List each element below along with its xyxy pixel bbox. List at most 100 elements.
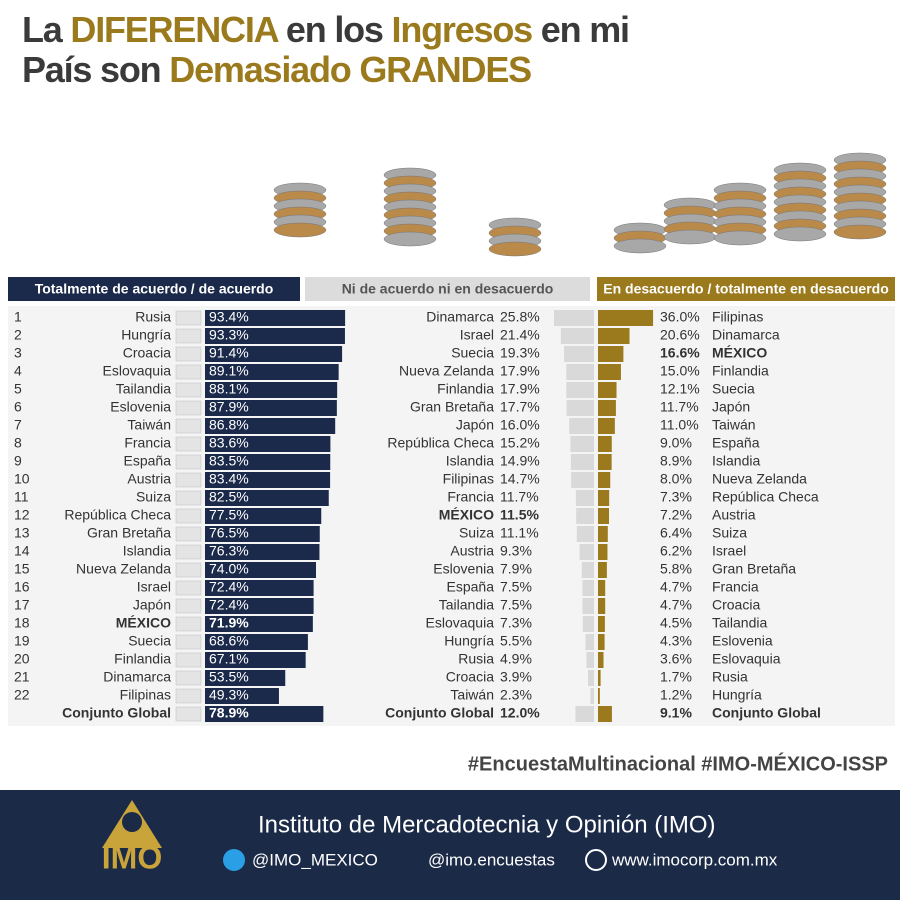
value-label: 9.0% [660, 435, 692, 451]
flag [175, 418, 202, 434]
value-label: 8.0% [660, 471, 692, 487]
country: Hungría [121, 327, 171, 343]
country: Eslovaquia [426, 615, 495, 631]
country: Croacia [446, 669, 494, 685]
country: Israel [712, 543, 746, 559]
country: República Checa [387, 435, 494, 451]
country: Eslovaquia [712, 651, 781, 667]
coin [663, 229, 717, 245]
bar [598, 544, 608, 560]
country: Suiza [459, 525, 494, 541]
flag [175, 310, 202, 326]
column-header [597, 277, 895, 301]
value-label: 72.4% [209, 579, 249, 595]
country: Nueva Zelanda [399, 363, 494, 379]
value-label: 9.3% [500, 543, 532, 559]
instagram-handle: @imo.encuestas [428, 850, 555, 869]
country: Austria [450, 543, 494, 559]
bar [205, 418, 336, 434]
bar [598, 418, 615, 434]
value-label: 82.5% [209, 489, 249, 505]
country: Austria [712, 507, 756, 523]
bar [582, 580, 594, 596]
country: Gran Bretaña [712, 561, 796, 577]
rank: 15 [14, 561, 30, 577]
bar [205, 310, 346, 326]
bar [570, 454, 594, 470]
value-label: 76.5% [209, 525, 249, 541]
flag [175, 562, 202, 578]
rank: 8 [14, 435, 22, 451]
value-label: 6.4% [660, 525, 692, 541]
bar [205, 436, 331, 452]
bar [205, 670, 286, 686]
country: Croacia [123, 345, 171, 361]
value-label: 83.6% [209, 435, 249, 451]
bar [205, 508, 322, 524]
value-label: 89.1% [209, 363, 249, 379]
bar [598, 634, 605, 650]
title-line: La DIFERENCIA en los Ingresos en mi [22, 9, 629, 50]
flag [175, 436, 202, 452]
country: Tailandia [712, 615, 767, 631]
title-part: DIFERENCIA [70, 9, 279, 50]
rank: 5 [14, 381, 22, 397]
country: Eslovenia [712, 633, 773, 649]
bar [598, 310, 654, 326]
flag [175, 598, 202, 614]
bar [205, 526, 320, 542]
country: Conjunto Global [712, 705, 821, 721]
bar [566, 382, 594, 398]
bar [579, 544, 594, 560]
value-label: 4.7% [660, 579, 692, 595]
bar [566, 400, 594, 416]
value-label: 11.5% [500, 507, 539, 523]
value-label: 11.7% [660, 399, 699, 415]
country: Gran Bretaña [410, 399, 494, 415]
flag [175, 670, 202, 686]
rank: 16 [14, 579, 30, 595]
value-label: 15.0% [660, 363, 700, 379]
value-label: 11.1% [500, 525, 539, 541]
value-label: 1.2% [660, 687, 692, 703]
coin [383, 231, 437, 247]
flag [175, 364, 202, 380]
column-title: Totalmente de acuerdo / de acuerdo [35, 281, 274, 297]
country: España [447, 579, 495, 595]
bar [586, 652, 594, 668]
bar [205, 454, 331, 470]
value-label: 8.9% [660, 453, 692, 469]
rank: 6 [14, 399, 22, 415]
value-label: 1.7% [660, 669, 692, 685]
country: Eslovenia [433, 561, 494, 577]
bar [598, 328, 630, 344]
value-label: 72.4% [209, 597, 249, 613]
bar [598, 562, 607, 578]
value-label: 91.4% [209, 345, 249, 361]
value-label: 19.3% [500, 345, 540, 361]
title-part: en los [277, 9, 391, 50]
coin [713, 230, 767, 246]
org-name: Instituto de Mercadotecnia y Opinión (IM… [258, 811, 716, 838]
country: Filipinas [120, 687, 171, 703]
bar [205, 328, 345, 344]
bar [576, 526, 594, 542]
value-label: 7.2% [660, 507, 692, 523]
value-label: 25.8% [500, 309, 540, 325]
value-label: 15.2% [500, 435, 540, 451]
flag [175, 580, 202, 596]
bar [569, 418, 594, 434]
bar [598, 580, 606, 596]
bar [587, 670, 594, 686]
bar [205, 490, 329, 506]
title-part: La [22, 9, 70, 50]
bar [598, 436, 612, 452]
bar [566, 364, 594, 380]
value-label: 14.9% [500, 453, 540, 469]
value-label: 5.5% [500, 633, 532, 649]
flag [175, 706, 202, 722]
country: Hungría [444, 633, 494, 649]
value-label: 4.9% [500, 651, 532, 667]
value-label: 77.5% [209, 507, 249, 523]
bar [598, 508, 610, 524]
